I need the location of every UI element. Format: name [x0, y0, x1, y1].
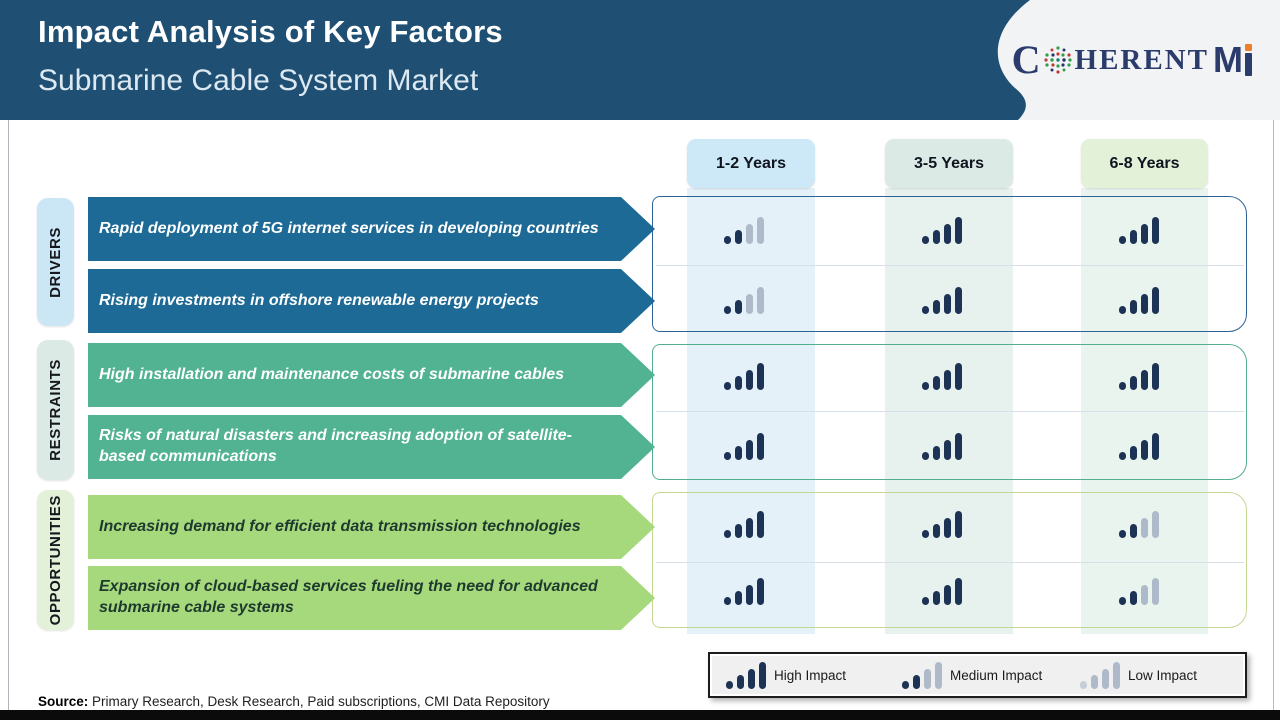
category-label-restraints: RESTRAINTS [37, 340, 74, 480]
factor-arrow-driver-1: Rapid deployment of 5G internet services… [88, 197, 655, 261]
impact-rating-icon [724, 578, 764, 605]
source-note: Source: Primary Research, Desk Research,… [38, 694, 550, 709]
low-impact-icon [1080, 661, 1120, 689]
drivers-group-outline [652, 196, 1247, 332]
logo-letter-i [1245, 44, 1252, 76]
row-separator [656, 562, 1244, 563]
source-text: Primary Research, Desk Research, Paid su… [88, 694, 550, 709]
column-header-6-8-years: 6-8 Years [1081, 139, 1208, 188]
coherentmi-logo: C HERENT M [1012, 40, 1252, 80]
left-edge-line [8, 120, 9, 710]
impact-rating-icon [922, 578, 962, 605]
impact-rating-icon [922, 511, 962, 538]
impact-rating-icon [1119, 511, 1159, 538]
opportunities-group-outline [652, 492, 1247, 628]
logo-letter-m: M [1213, 39, 1243, 80]
impact-rating-icon [724, 217, 764, 244]
bottom-black-bar [0, 710, 1280, 720]
legend-item-high: High Impact [726, 654, 846, 696]
impact-rating-icon [922, 217, 962, 244]
page-title: Impact Analysis of Key Factors [38, 14, 503, 49]
impact-rating-icon [724, 363, 764, 390]
impact-rating-icon [724, 433, 764, 460]
globe-dots-icon [1043, 46, 1072, 74]
impact-rating-icon [1119, 578, 1159, 605]
header: Impact Analysis of Key Factors Submarine… [0, 0, 1280, 120]
impact-rating-icon [724, 511, 764, 538]
category-label-drivers: DRIVERS [37, 198, 74, 326]
factor-arrow-opportunity-2: Expansion of cloud-based services fuelin… [88, 566, 655, 630]
column-header-1-2-years: 1-2 Years [687, 139, 815, 188]
legend-item-low: Low Impact [1080, 654, 1197, 696]
high-impact-icon [726, 661, 766, 689]
legend-item-medium: Medium Impact [902, 654, 1042, 696]
factor-arrow-opportunity-1: Increasing demand for efficient data tra… [88, 495, 655, 559]
impact-rating-icon [922, 363, 962, 390]
row-separator [656, 411, 1244, 412]
impact-legend: High Impact Medium Impact Low Impact [708, 652, 1247, 698]
category-label-opportunities: OPPORTUNITIES [37, 490, 74, 630]
header-curve-shape [997, 0, 1280, 120]
impact-rating-icon [1119, 433, 1159, 460]
factor-arrow-driver-2: Rising investments in offshore renewable… [88, 269, 655, 333]
column-header-3-5-years: 3-5 Years [885, 139, 1013, 188]
impact-rating-icon [1119, 287, 1159, 314]
impact-rating-icon [1119, 217, 1159, 244]
impact-rating-icon [724, 287, 764, 314]
impact-rating-icon [922, 287, 962, 314]
right-edge-line [1273, 120, 1274, 710]
logo-text-herent: HERENT [1074, 43, 1209, 76]
impact-rating-icon [1119, 363, 1159, 390]
row-separator [656, 265, 1244, 266]
impact-rating-icon [922, 433, 962, 460]
factor-arrow-restraint-2: Risks of natural disasters and increasin… [88, 415, 655, 479]
restraints-group-outline [652, 344, 1247, 480]
page-subtitle: Submarine Cable System Market [38, 64, 479, 97]
factor-arrow-restraint-1: High installation and maintenance costs … [88, 343, 655, 407]
logo-letter-c: C [1011, 37, 1041, 82]
source-label: Source: [38, 694, 89, 709]
medium-impact-icon [902, 661, 942, 689]
